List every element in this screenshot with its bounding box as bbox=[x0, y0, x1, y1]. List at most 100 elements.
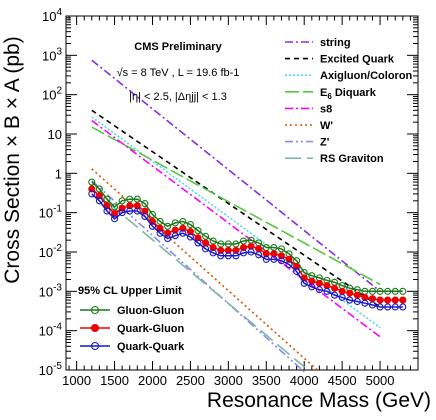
legend-label-excited-quark: Excited Quark bbox=[320, 54, 395, 66]
limit-point-gluon-gluon bbox=[88, 178, 96, 186]
limit-point-quark-quark bbox=[224, 252, 232, 260]
limit-point-quark-quark bbox=[262, 255, 270, 263]
limit-point-quark-quark bbox=[239, 249, 248, 257]
limit-point-quark-quark bbox=[285, 260, 293, 269]
limit-point-quark-gluon bbox=[361, 293, 369, 301]
limit-point-quark-gluon bbox=[217, 246, 225, 254]
limit-point-quark-quark bbox=[179, 229, 187, 237]
limit-point-quark-quark bbox=[300, 279, 308, 287]
limit-point-quark-gluon bbox=[384, 296, 392, 304]
limit-header-label: 95% CL Upper Limit bbox=[78, 285, 182, 297]
legend-label-axigluon-coloron: Axigluon/Coloron bbox=[320, 70, 413, 82]
legend-label-string: string bbox=[320, 37, 351, 49]
model-line-excited-quark bbox=[91, 109, 381, 308]
limit-point-quark-gluon bbox=[88, 185, 96, 193]
limit-point-gluon-gluon bbox=[277, 245, 285, 253]
y-axis-title: Cross Section × B × A (pb) bbox=[1, 36, 24, 283]
x-tick-label: 4500 bbox=[328, 373, 357, 388]
legend-marker-gluon-gluon bbox=[90, 305, 100, 315]
x-tick-label: 2000 bbox=[138, 373, 167, 388]
limit-point-quark-quark bbox=[194, 239, 202, 247]
limit-point-quark-quark bbox=[133, 207, 141, 215]
legend-label-gluon-gluon: Gluon-Gluon bbox=[117, 305, 184, 317]
model-line-rs-graviton bbox=[91, 188, 305, 368]
limit-point-gluon-gluon bbox=[156, 217, 164, 225]
limit-point-gluon-gluon bbox=[202, 232, 210, 240]
limit-point-quark-gluon bbox=[391, 296, 399, 304]
limit-line-gluon-gluon bbox=[91, 181, 403, 293]
limit-point-quark-quark bbox=[164, 234, 172, 243]
limit-point-quark-quark bbox=[323, 287, 331, 295]
limit-point-gluon-gluon bbox=[391, 287, 399, 295]
limit-point-quark-quark bbox=[156, 229, 164, 237]
limit-point-quark-quark bbox=[293, 267, 301, 276]
legend-label-quark-quark: Quark-Quark bbox=[117, 341, 185, 353]
legend-label-e6-diquark: E6 Diquark bbox=[320, 87, 377, 101]
limit-point-gluon-gluon bbox=[376, 287, 384, 295]
legend-marker-quark-quark bbox=[90, 341, 100, 351]
limit-point-gluon-gluon bbox=[95, 185, 103, 193]
limit-point-quark-quark bbox=[255, 251, 263, 259]
limit-point-quark-gluon bbox=[133, 202, 141, 210]
limit-point-quark-gluon bbox=[141, 207, 149, 215]
limit-point-quark-gluon bbox=[179, 224, 187, 232]
model-line-axigluon-coloron bbox=[91, 116, 381, 329]
limit-point-gluon-gluon bbox=[148, 210, 157, 219]
limit-point-quark-gluon bbox=[353, 291, 361, 299]
limit-point-quark-gluon bbox=[338, 287, 346, 295]
limit-point-gluon-gluon bbox=[194, 227, 202, 235]
limit-point-quark-gluon bbox=[202, 239, 210, 247]
limit-point-quark-gluon bbox=[285, 255, 293, 263]
model-line-e6-diquark bbox=[91, 126, 381, 286]
y-tick-label: 10-4 bbox=[39, 322, 63, 339]
x-tick-label: 2500 bbox=[176, 373, 205, 388]
limit-point-quark-quark bbox=[277, 257, 285, 265]
limit-point-quark-gluon bbox=[323, 282, 331, 290]
limit-point-quark-gluon bbox=[224, 246, 232, 254]
limit-point-gluon-gluon bbox=[171, 219, 179, 227]
y-tick-label: 103 bbox=[42, 46, 62, 63]
limit-point-quark-quark bbox=[148, 222, 157, 230]
limit-point-quark-gluon bbox=[232, 246, 240, 254]
y-tick-label: 102 bbox=[42, 86, 62, 103]
model-curves bbox=[91, 59, 381, 373]
plot-frame bbox=[65, 15, 419, 371]
limit-point-quark-quark bbox=[126, 207, 134, 215]
limit-point-quark-quark bbox=[171, 232, 179, 240]
x-tick-label: 1500 bbox=[100, 373, 129, 388]
y-tick-label: 10-3 bbox=[39, 282, 63, 299]
limit-point-quark-gluon bbox=[376, 296, 384, 304]
energy-lumi-label: √s = 8 TeV , L = 19.6 fb-1 bbox=[117, 67, 240, 79]
limit-point-quark-gluon bbox=[186, 228, 194, 236]
legend-label-z: Z' bbox=[320, 137, 330, 149]
y-tick-label: 10 bbox=[48, 127, 62, 142]
experiment-label: CMS Preliminary bbox=[134, 41, 222, 53]
limit-point-quark-gluon bbox=[277, 252, 285, 260]
limit-point-quark-quark bbox=[186, 233, 194, 241]
x-tick-label: 1000 bbox=[62, 373, 91, 388]
limit-point-gluon-gluon bbox=[111, 203, 119, 211]
x-tick-label: 3500 bbox=[252, 373, 281, 388]
model-line-s8 bbox=[91, 119, 381, 338]
limit-point-quark-quark bbox=[95, 197, 103, 205]
y-tick-label: 104 bbox=[42, 7, 62, 24]
plot-frame-layer bbox=[65, 15, 419, 371]
limit-point-quark-gluon bbox=[247, 242, 255, 250]
y-tick-label: 10-2 bbox=[39, 243, 63, 260]
model-legend: string Excited Quark Axigluon/Coloron E6 Di… bbox=[285, 37, 413, 165]
limit-legend: Gluon-Gluon Quark-Gluon Quark-Quark bbox=[80, 305, 185, 353]
limit-point-quark-quark bbox=[331, 291, 339, 299]
limit-point-gluon-gluon bbox=[186, 220, 194, 229]
limit-point-quark-gluon bbox=[126, 202, 134, 210]
legend-label-rs-graviton: RS Graviton bbox=[320, 153, 384, 165]
limit-point-quark-quark bbox=[118, 209, 126, 217]
limit-point-quark-gluon bbox=[194, 234, 202, 242]
limit-point-quark-gluon bbox=[293, 262, 301, 270]
limit-point-quark-gluon bbox=[239, 243, 248, 252]
limit-point-quark-quark bbox=[103, 207, 111, 215]
limit-point-quark-gluon bbox=[399, 296, 407, 304]
limit-point-quark-gluon bbox=[111, 209, 119, 218]
limit-point-quark-quark bbox=[338, 293, 346, 301]
limit-point-quark-quark bbox=[384, 303, 392, 311]
